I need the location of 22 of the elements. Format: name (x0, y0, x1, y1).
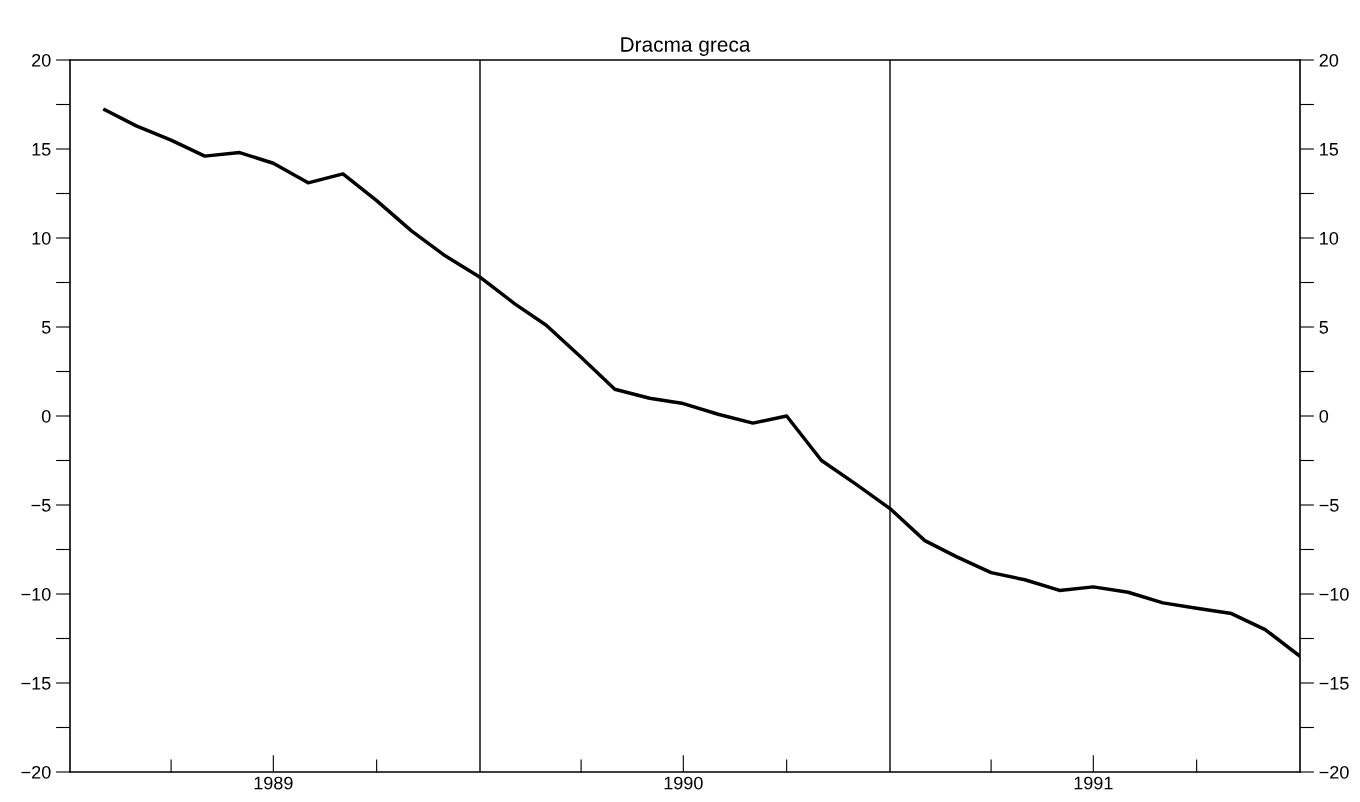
y2-tick-label: 15 (1320, 143, 1339, 156)
x-tick-label: 1991 (1074, 776, 1113, 790)
y2-tick-label: −15 (1319, 677, 1349, 690)
y-tick-label: −5 (31, 499, 51, 512)
y2-tick-label: 5 (1319, 321, 1329, 334)
y2-tick-label: −10 (1319, 587, 1349, 601)
y-tick-label: 15 (32, 143, 51, 156)
y-tick-label: −10 (21, 587, 51, 601)
y2-tick-label: 0 (1319, 409, 1329, 423)
y-tick-label: −15 (21, 677, 51, 690)
y2-tick-label: 10 (1320, 231, 1339, 245)
y-tick-label: 5 (41, 321, 51, 334)
y2-tick-label: −5 (1319, 499, 1339, 512)
y-tick-label: 10 (32, 231, 51, 245)
y-tick-label: 0 (41, 409, 51, 423)
y-tick-label: −20 (21, 765, 51, 779)
y2-tick-label: −20 (1319, 765, 1349, 779)
x-tick-label: 1989 (254, 776, 293, 790)
y2-tick-label: 20 (1319, 53, 1339, 67)
y-tick-label: 20 (32, 53, 51, 67)
chart-title: Dracma greca (621, 37, 751, 56)
x-tick-label: 1990 (664, 776, 703, 790)
